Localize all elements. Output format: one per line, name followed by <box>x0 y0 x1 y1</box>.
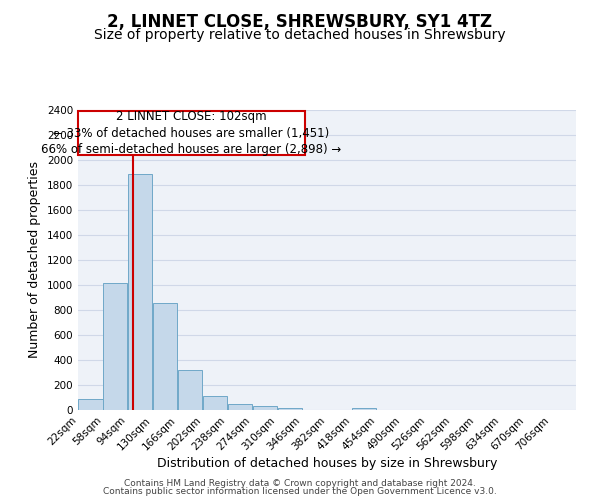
Text: Contains HM Land Registry data © Crown copyright and database right 2024.: Contains HM Land Registry data © Crown c… <box>124 478 476 488</box>
Bar <box>103 282 127 410</box>
Bar <box>253 406 277 410</box>
Text: ← 33% of detached houses are smaller (1,451): ← 33% of detached houses are smaller (1,… <box>53 126 329 140</box>
FancyBboxPatch shape <box>78 112 305 155</box>
Text: Size of property relative to detached houses in Shrewsbury: Size of property relative to detached ho… <box>94 28 506 42</box>
Bar <box>228 404 252 410</box>
Bar <box>178 370 202 410</box>
Text: 66% of semi-detached houses are larger (2,898) →: 66% of semi-detached houses are larger (… <box>41 143 341 156</box>
Bar <box>153 302 177 410</box>
Text: 2 LINNET CLOSE: 102sqm: 2 LINNET CLOSE: 102sqm <box>116 110 267 124</box>
Bar <box>278 408 302 410</box>
Y-axis label: Number of detached properties: Number of detached properties <box>28 162 41 358</box>
Bar <box>203 396 227 410</box>
Text: 2, LINNET CLOSE, SHREWSBURY, SY1 4TZ: 2, LINNET CLOSE, SHREWSBURY, SY1 4TZ <box>107 12 493 30</box>
Text: Contains public sector information licensed under the Open Government Licence v3: Contains public sector information licen… <box>103 487 497 496</box>
X-axis label: Distribution of detached houses by size in Shrewsbury: Distribution of detached houses by size … <box>157 458 497 470</box>
Bar <box>128 174 152 410</box>
Bar <box>352 408 376 410</box>
Bar <box>79 399 103 410</box>
